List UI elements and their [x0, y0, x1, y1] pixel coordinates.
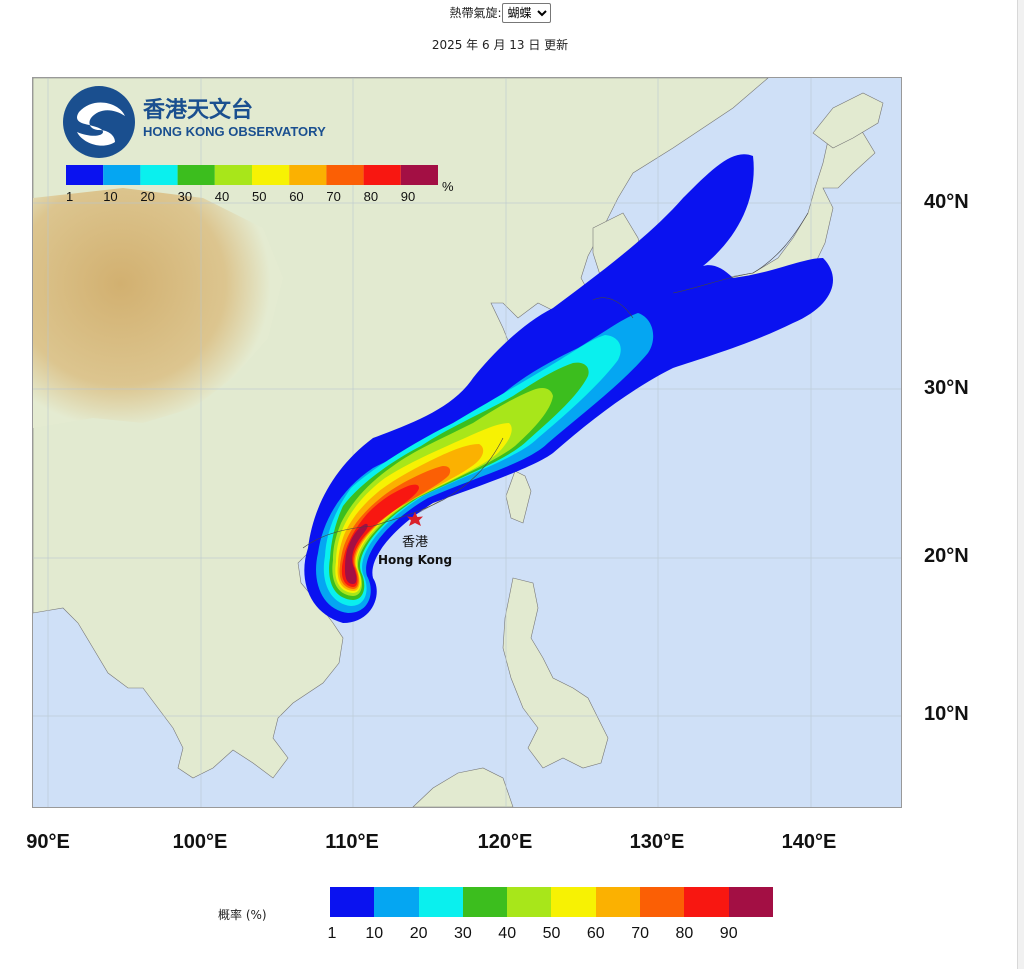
probability-band-90	[345, 523, 368, 584]
inset-legend-tick: 1	[66, 189, 73, 204]
legend-swatch	[418, 887, 463, 917]
lat-label-10: 10°N	[924, 703, 969, 725]
lon-label-140: 140°E	[781, 831, 837, 853]
hong-kong-label-zh: 香港	[402, 535, 428, 550]
legend-tick-label: 1	[327, 925, 337, 942]
inset-legend-swatch	[140, 165, 178, 185]
legend-tick-label: 40	[498, 925, 517, 942]
inset-legend: 1 10 20 30 40 50 60 70 80 90%	[66, 165, 454, 204]
legend-swatch	[640, 887, 685, 917]
legend-tick-label: 10	[365, 925, 384, 942]
hko-name-zh: 香港天文台	[143, 97, 253, 123]
coastline-overlay	[302, 212, 809, 549]
legend-tick-label: 20	[409, 925, 428, 942]
inset-legend-tick: 60	[289, 189, 303, 204]
hong-kong-marker[interactable]	[407, 512, 423, 526]
probability-band-60	[337, 444, 484, 591]
storm-select[interactable]: 蝴蝶	[501, 3, 551, 23]
inset-legend-tick: 90	[401, 189, 415, 204]
hko-name-en: HONG KONG OBSERVATORY	[143, 124, 326, 139]
legend-tick-label: 50	[542, 925, 561, 942]
lon-label-120: 120°E	[477, 831, 533, 853]
inset-legend-swatch	[252, 165, 290, 185]
legend-tick-label: 60	[586, 925, 605, 942]
inset-legend-tick: 50	[252, 189, 266, 204]
lat-label-30: 30°N	[924, 377, 969, 399]
page-scrollbar[interactable]	[1017, 0, 1024, 969]
storm-selector-label: 熱帶氣旋:	[449, 6, 502, 20]
inset-legend-tick: 40	[215, 189, 229, 204]
legend-tick-label: 90	[719, 925, 738, 942]
lat-label-40: 40°N	[924, 191, 969, 213]
philippines-islands	[502, 577, 609, 769]
hong-kong-label-en: Hong Kong	[378, 553, 452, 567]
hko-logo: 香港天文台 HONG KONG OBSERVATORY	[63, 86, 326, 158]
lon-label-100: 100°E	[172, 831, 228, 853]
inset-legend-swatch	[363, 165, 401, 185]
inset-legend-swatch	[214, 165, 252, 185]
lon-label-130: 130°E	[629, 831, 685, 853]
storm-selector-bar: 熱帶氣旋: 蝴蝶	[0, 3, 1000, 23]
inset-legend-tick: 30	[178, 189, 192, 204]
hokkaido-island	[812, 92, 884, 149]
legend-tick-label: 30	[453, 925, 472, 942]
legend-color-bar	[330, 887, 773, 917]
inset-legend-tick: 70	[326, 189, 340, 204]
inset-legend-tick: 20	[140, 189, 154, 204]
update-date: 2025 年 6 月 13 日 更新	[431, 38, 569, 52]
hko-logo-emblem	[63, 86, 135, 158]
legend-swatch	[595, 887, 641, 917]
inset-legend-swatch	[66, 165, 104, 185]
legend-swatch	[728, 887, 773, 917]
inset-legend-swatch	[400, 165, 438, 185]
inset-legend-swatch	[289, 165, 327, 185]
lon-label-110: 110°E	[325, 831, 379, 853]
legend-swatch	[551, 887, 596, 917]
inset-legend-tick: 80	[364, 189, 378, 204]
probability-swath	[304, 154, 833, 623]
inset-legend-swatch	[326, 165, 364, 185]
lat-label-20: 20°N	[924, 545, 969, 567]
lon-label-90: 90°E	[26, 831, 70, 853]
legend-tick-label: 80	[675, 925, 694, 942]
inset-legend-unit: %	[442, 179, 454, 194]
legend-swatch	[330, 887, 375, 917]
legend-title: 概率 (%)	[218, 908, 267, 922]
plateau-region	[33, 188, 283, 428]
legend-swatch	[462, 887, 508, 917]
legend-swatch	[507, 887, 552, 917]
inset-legend-swatch	[103, 165, 141, 185]
inset-legend-tick: 10	[103, 189, 117, 204]
legend-tick-label: 70	[631, 925, 649, 942]
inset-legend-swatch	[177, 165, 215, 185]
map-canvas: 香港 Hong Kong 香港天文台 HONG KONG OBSERVATORY…	[33, 78, 901, 807]
legend-swatch	[684, 887, 729, 917]
probability-map: 香港 Hong Kong 香港天文台 HONG KONG OBSERVATORY…	[32, 77, 902, 808]
legend-swatch	[374, 887, 419, 917]
borneo-island	[412, 767, 514, 807]
